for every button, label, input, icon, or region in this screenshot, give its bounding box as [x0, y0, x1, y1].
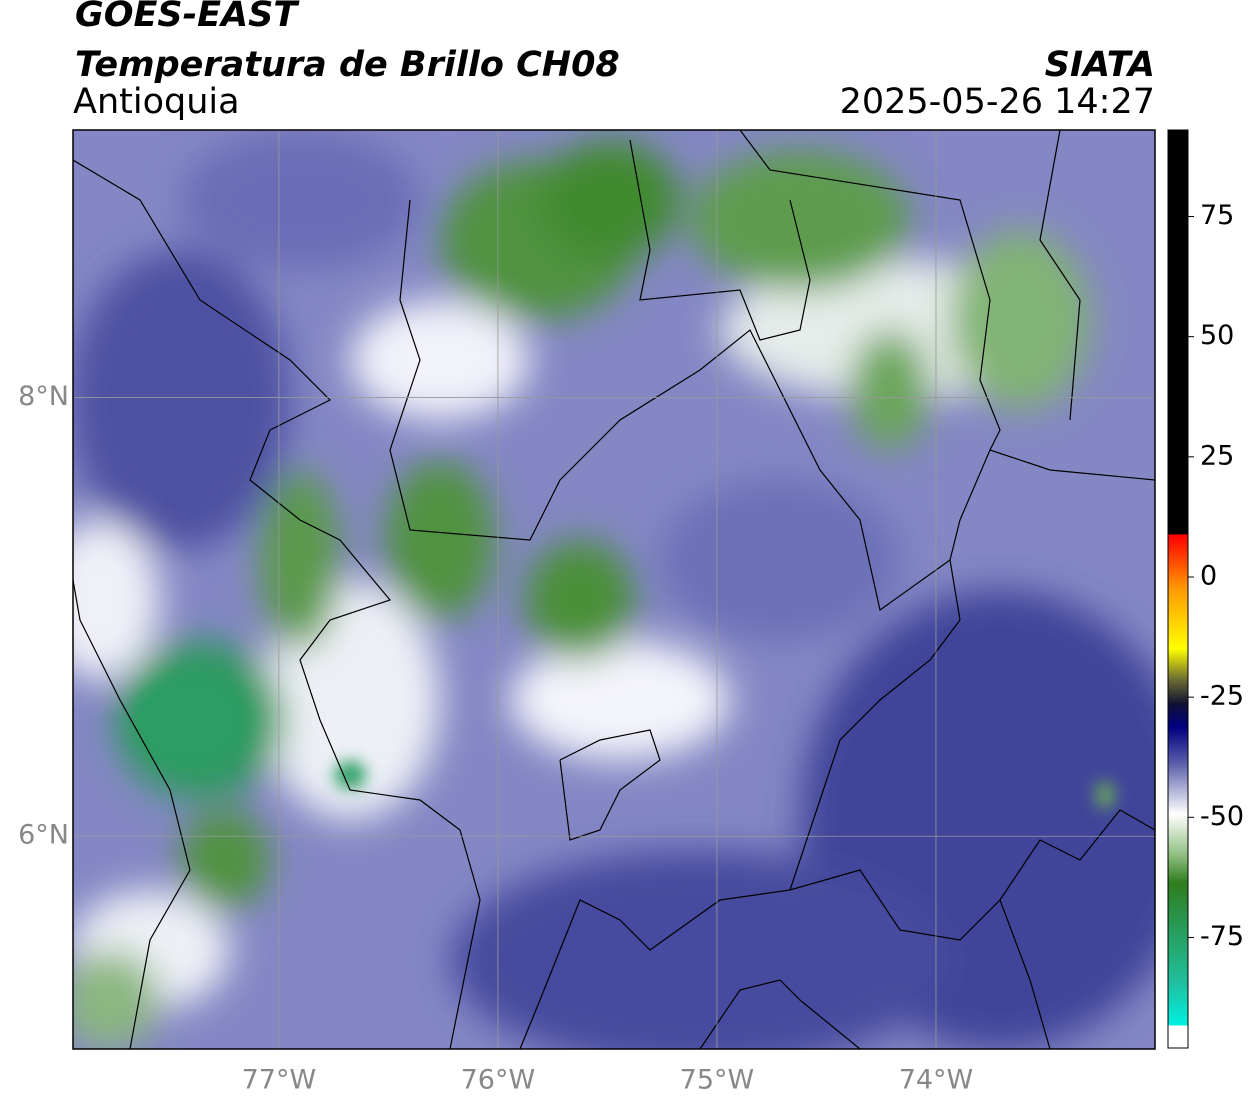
x-tick-label: 76°W: [461, 1065, 536, 1096]
y-tick-label: 8°N: [18, 381, 69, 412]
map-frame: [72, 129, 1156, 1050]
y-tick-label: 6°N: [18, 820, 69, 851]
colorbar-tick-label: 50: [1200, 320, 1234, 351]
colorbar-tick-label: 0: [1200, 560, 1217, 591]
grid: [73, 130, 1155, 1049]
region: Antioquia: [73, 82, 240, 122]
colorbar-tick-label: -50: [1200, 801, 1244, 832]
x-tick-label: 75°W: [680, 1065, 755, 1096]
colorbar: [1167, 129, 1189, 1049]
x-tick-label: 74°W: [899, 1065, 974, 1096]
title: GOES-EAST: [75, 0, 300, 35]
subtitle: Temperatura de Brillo CH08: [75, 45, 620, 85]
colorbar-tick-label: 25: [1200, 440, 1234, 471]
colorbar-tick-label: -75: [1200, 921, 1244, 952]
source: SIATA: [1045, 45, 1155, 85]
borders: [73, 130, 1155, 1049]
satellite-image: [73, 130, 1155, 1049]
x-tick-label: 77°W: [242, 1065, 317, 1096]
datetime: 2025-05-26 14:27: [840, 82, 1155, 122]
colorbar-tick-label: 75: [1200, 200, 1234, 231]
colorbar-tick-label: -25: [1200, 681, 1244, 712]
